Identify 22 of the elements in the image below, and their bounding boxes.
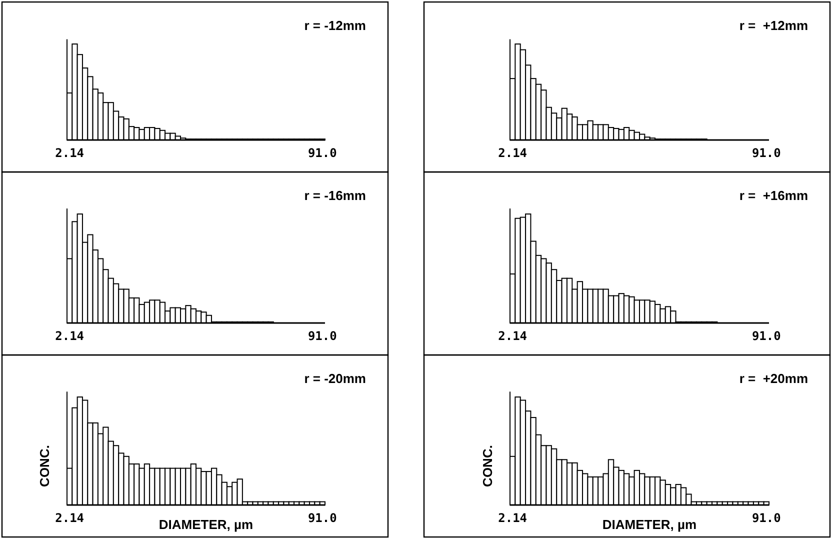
x-axis-title: DIAMETER, µm [602,517,697,532]
x-tick-label: 91.0 [752,329,781,343]
x-tick-label: 2.14 [498,329,528,343]
x-tick-label: 2.14 [55,146,84,160]
x-tick-label: 91.0 [308,146,337,160]
chart-title: r = +12mm [739,18,808,33]
chart-title: r = +20mm [739,371,808,386]
x-tick-label: 2.14 [498,511,528,525]
x-tick-label: 2.14 [55,511,84,525]
chart-title: r = -20mm [304,371,366,386]
chart-title: r = -12mm [304,18,366,33]
x-axis-title: DIAMETER, µm [158,517,254,532]
x-tick-label: 91.0 [308,511,337,525]
x-tick-label: 91.0 [752,511,781,525]
chart-title: r = -16mm [304,188,366,203]
x-tick-label: 91.0 [752,146,781,160]
x-tick-label: 2.14 [55,329,84,343]
y-axis-title: CONC. [480,445,495,487]
chart-title: r = +16mm [739,188,808,203]
x-tick-label: 91.0 [308,329,337,343]
x-tick-label: 2.14 [498,146,528,160]
y-axis-title: CONC. [37,445,52,487]
